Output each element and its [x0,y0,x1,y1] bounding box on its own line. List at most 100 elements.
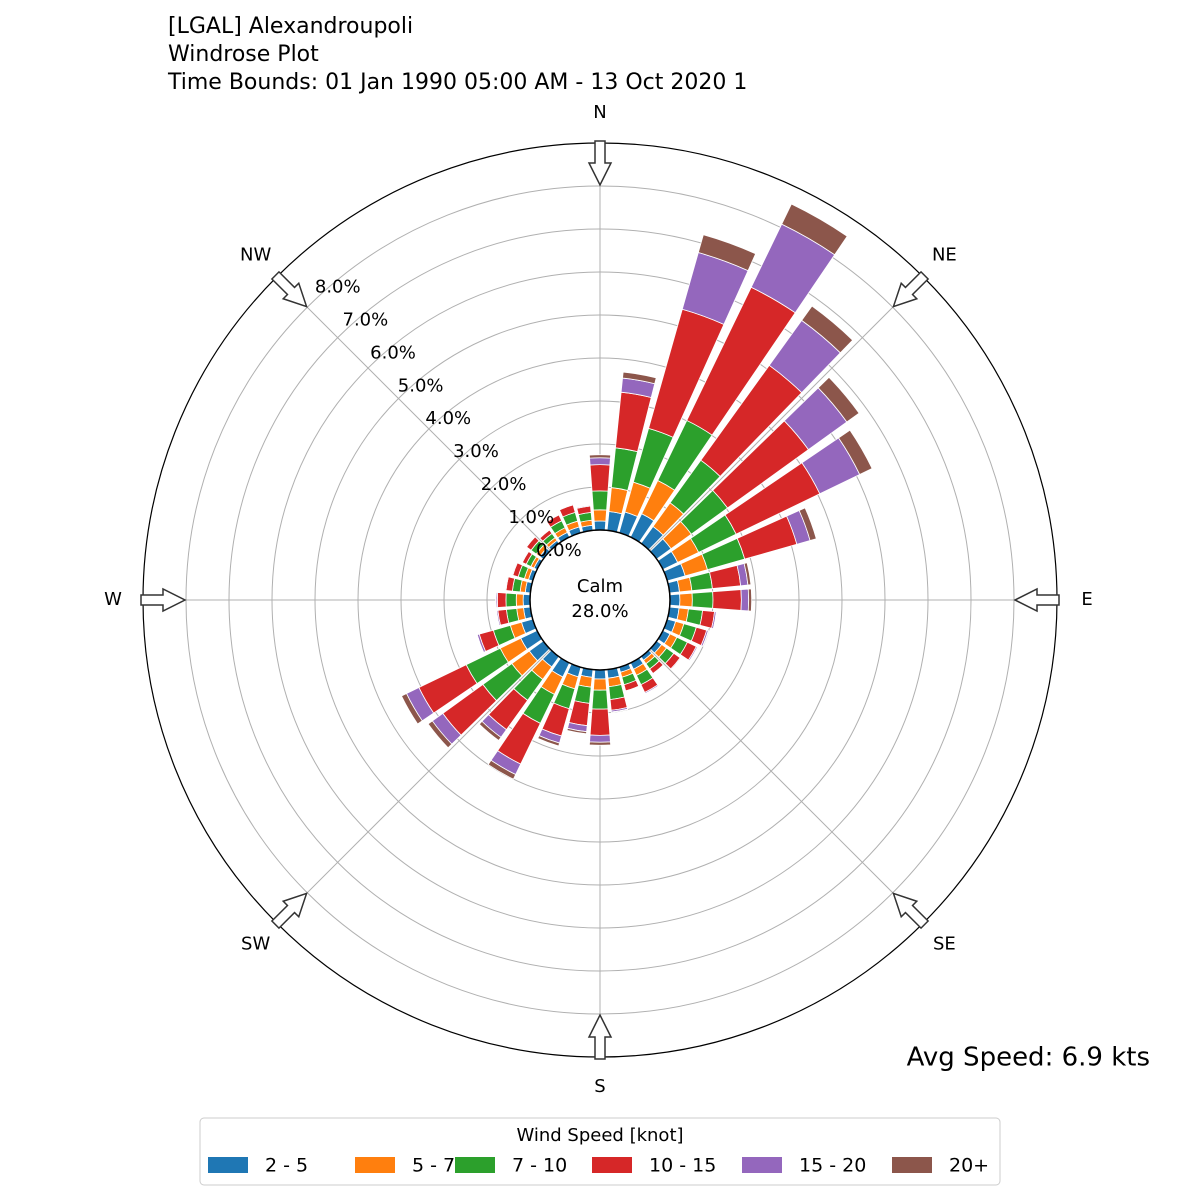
radial-grid-line [649,649,924,924]
legend-box [199,1117,1001,1186]
bar-segment [478,720,502,742]
r-tick-label: 6.0% [370,342,416,363]
radial-grid-line [649,276,924,551]
legend-label: 7 - 10 [512,1155,567,1177]
compass-label: S [594,1076,605,1097]
arrow-shape [140,587,187,613]
bar-segment [691,591,714,609]
arrow-shape [270,270,308,308]
bar-segment [743,562,752,586]
compass-label: W [104,589,122,610]
arrow-shape [1013,587,1060,613]
compass-label: NE [932,245,957,266]
compass-arrow [587,1013,613,1060]
legend-swatch [742,1157,782,1173]
bar-segment [588,454,612,459]
radial-grid-line [276,649,551,924]
chart-title: [LGAL] Alexandroupoli [168,14,413,39]
bar-segment [685,608,704,626]
bar-segment [558,503,574,510]
bar-segment [702,630,710,647]
bar-segment [712,611,718,630]
compass-arrow [1013,587,1060,613]
grid-circle [443,443,757,757]
grid-circle [271,271,929,929]
compass-label: SE [933,933,956,954]
bar-segment [495,610,500,627]
compass-arrow [892,270,930,308]
grid-circle [228,228,972,972]
r-tick-label: 8.0% [315,276,361,297]
compass-arrow [140,587,187,613]
bar-segment [712,589,742,611]
bar-segment [589,708,611,736]
calm-label: Calm [577,576,623,597]
r-tick-label: 0.0% [536,540,582,561]
bar-segment [589,464,611,492]
bar-segment [610,708,629,713]
grid-circle [400,400,800,800]
bar-segment [688,646,699,662]
legend-label: 20+ [949,1155,989,1177]
bar-segment [747,588,753,612]
r-tick-label: 4.0% [425,408,471,429]
legend-label: 10 - 15 [649,1155,716,1177]
compass-label: NW [240,245,271,266]
bar-segment [781,203,848,256]
chart-title: Windrose Plot [168,42,319,67]
bar-segment [697,234,757,272]
bar-segment [622,371,657,385]
bar-segment [427,720,453,749]
r-tick-label: 2.0% [481,474,527,495]
compass-label: E [1081,589,1092,610]
annotation: Avg Speed: 6.9 kts [907,1043,1150,1073]
legend-swatch [208,1157,248,1173]
bar-segment [589,457,611,466]
calm-circle [529,529,671,671]
bar-segment [817,376,860,423]
r-tick-label: 1.0% [508,507,554,528]
bar-segment [679,592,693,608]
bar-segment [566,727,588,735]
bar-segment [487,759,517,780]
legend-label: 2 - 5 [265,1155,308,1177]
arrow-shape [587,140,613,187]
bar-segment [589,734,611,743]
bar-segment [838,429,873,475]
bar-segment [592,509,608,522]
bar-segment [593,669,607,680]
bar-segment [515,593,524,607]
bar-segment [709,564,742,590]
legend-swatch [455,1157,495,1173]
bar-segment [545,513,560,522]
bar-segment [670,657,682,671]
bar-segment [593,520,607,531]
compass-label: SW [241,933,270,954]
calm-value: 28.0% [571,601,628,622]
bar-segment [400,693,423,725]
arrow-shape [270,892,308,930]
bar-segment [625,686,640,693]
bar-segment [644,685,660,695]
bar-segment [574,684,592,704]
bar-segment [608,487,629,515]
r-tick-label: 3.0% [453,441,499,462]
legend-label: 5 - 7 [412,1155,455,1177]
bar-segment [740,588,750,612]
chart-title: Time Bounds: 01 Jan 1990 05:00 AM - 13 O… [167,70,747,95]
bar-segment [669,593,681,607]
legend-swatch [892,1157,932,1173]
bar-segment [505,592,517,608]
bar-segment [653,665,665,675]
bar-segment [476,634,485,654]
bar-segment [495,591,497,609]
bar-segment [496,592,507,608]
arrow-shape [892,892,930,930]
bar-segment [592,678,608,691]
compass-arrow [270,892,308,930]
bar-segment [591,490,609,511]
legend-swatch [592,1157,632,1173]
bar-segment [588,741,612,746]
compass-arrow [587,140,613,187]
bar-segment [689,571,713,592]
